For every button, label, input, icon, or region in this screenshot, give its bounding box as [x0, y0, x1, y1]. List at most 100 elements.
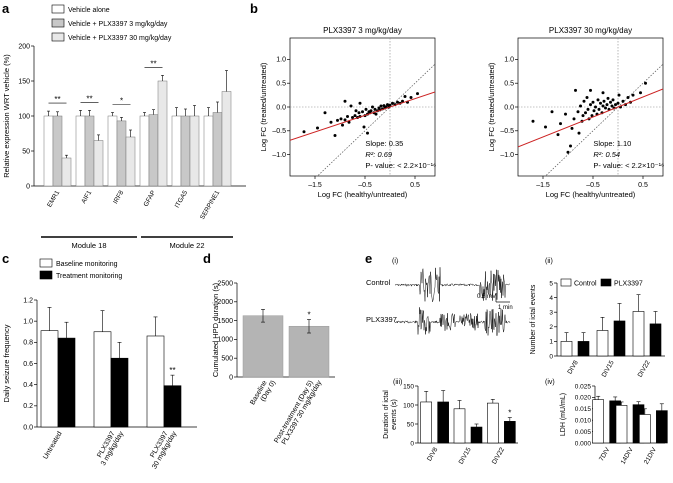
d-y-tick-label: 2000 [217, 299, 233, 306]
a-sig-star: ** [86, 94, 92, 103]
a-x-label: GFAP [142, 190, 157, 209]
e_ii-ylabel: Number of ictal events [530, 284, 537, 354]
d-bar [242, 315, 284, 378]
e_ii-legend-swatch [600, 278, 612, 287]
b1-point [374, 112, 378, 116]
panel-label-e: e [365, 251, 372, 266]
b2-point [626, 95, 630, 99]
b2-y-tick-label: –1.0 [500, 152, 514, 159]
d-y-tick-label: 1500 [217, 318, 233, 325]
a-bar [189, 115, 200, 187]
b1-point [329, 120, 333, 124]
b2-point [631, 93, 635, 97]
a-bar [157, 80, 168, 187]
e_ii-bar [577, 341, 590, 357]
b2-point [577, 131, 581, 135]
e_ii-y-tick-label: 2 [549, 324, 553, 331]
a-y-tick-label: 0 [26, 183, 30, 190]
b1-identity [316, 63, 435, 176]
b2-point [614, 103, 617, 107]
e_iv-ylabel: LDH (mU/mL) [560, 393, 567, 436]
e_iv-y-tick-label: 0.015 [575, 406, 592, 413]
b2-point [572, 117, 576, 121]
e_iv-bar [592, 399, 604, 444]
b2-title: PLX3397 30 mg/kg/day [549, 26, 632, 35]
b2-point [576, 110, 580, 114]
e_iii-ylabel: events (s) [391, 399, 398, 430]
b2-point [531, 119, 535, 123]
a-bar [61, 157, 72, 187]
c-x-label: Untreated [42, 430, 63, 460]
e_ii-bar [596, 330, 609, 357]
a-legend-label: Vehicle + PLX3397 30 mg/kg/day [68, 35, 172, 42]
e_ii-x-label: DIV22 [637, 359, 652, 378]
b2-point [609, 100, 612, 104]
b1-fit-line [290, 91, 435, 141]
b2-point [544, 125, 547, 129]
b1-point [388, 103, 392, 107]
a-bar [43, 115, 54, 187]
b2-point [556, 133, 560, 137]
b1-stat-p: P- value: < 2.2×10⁻¹⁶ [365, 161, 436, 170]
e_iv-y-tick-label: 0.020 [575, 395, 592, 402]
panel-label-c: c [2, 251, 9, 266]
b1-x-tick-label: 0.5 [410, 182, 420, 189]
b1-point [323, 111, 327, 115]
a-legend-swatch [51, 4, 65, 14]
b1-point [343, 99, 347, 103]
b1-point [354, 109, 358, 113]
b1-point [302, 130, 306, 134]
c-y-tick-label: 1.2 [23, 297, 33, 304]
b2-point [610, 104, 614, 108]
b2-y-tick-label: –0.5 [500, 128, 514, 135]
e_iii-x-label: DIV15 [458, 446, 473, 465]
a-bar [203, 115, 214, 187]
b1-point [316, 126, 319, 130]
e_iv-y-tick-label: 0.005 [575, 429, 592, 436]
c-bar [93, 331, 112, 428]
b1-point [401, 99, 404, 103]
d-y-tick-label: 500 [221, 356, 233, 363]
b1-plot-area [290, 38, 435, 176]
b1-point [347, 120, 351, 124]
c-y-tick-label: 0.6 [23, 361, 33, 368]
a-bar [93, 140, 104, 187]
c-y-tick-label: 0.2 [23, 403, 33, 410]
b1-stat-slope: Slope: 0.35 [365, 139, 403, 148]
e_iv-y-tick-label: 0.000 [575, 440, 592, 447]
b2-point [592, 109, 596, 113]
b2-point [601, 104, 605, 108]
b1-x-tick-label: –0.5 [358, 182, 372, 189]
a-sig-star: ** [54, 95, 60, 104]
a-y-tick-label: 50 [22, 148, 30, 155]
a-bar [171, 115, 182, 187]
b1-point [364, 107, 368, 111]
e_iii-x-label: DIV8 [426, 446, 439, 462]
a-x-label: IRF8 [112, 189, 125, 205]
a-module-label: Module 22 [169, 241, 204, 250]
e_iv-bar [639, 414, 651, 444]
a-y-tick-label: 100 [18, 113, 30, 120]
e_iv-x-label: 21DIV [643, 446, 658, 466]
b1-point [379, 104, 383, 108]
a-module-label: Module 18 [71, 241, 106, 250]
c-y-tick-label: 0.4 [23, 382, 33, 389]
b2-xlabel: Log FC (healthy/untreated) [546, 190, 636, 199]
e_iv-y-tick-label: 0.010 [575, 418, 592, 425]
d-sig-star: * [307, 310, 310, 319]
a-legend-label: Vehicle + PLX3397 3 mg/kg/day [68, 21, 168, 28]
b1-point [351, 115, 354, 119]
a-bar [107, 115, 118, 187]
c-sig-star: ** [169, 366, 175, 375]
c-legend-swatch [39, 258, 53, 268]
e_iii-bar [470, 426, 483, 444]
b1-y-tick-label: –0.5 [272, 128, 286, 135]
e_ii-x-label: DIV8 [566, 359, 579, 375]
panel-label-d: d [203, 251, 211, 266]
b1-y-tick-label: 1.0 [276, 57, 286, 64]
b1-point [339, 117, 343, 121]
b2-point [574, 88, 577, 92]
b2-ylabel: Log FC (treated/untreated) [487, 62, 496, 151]
a-bar [116, 120, 127, 187]
b2-point [570, 126, 574, 130]
